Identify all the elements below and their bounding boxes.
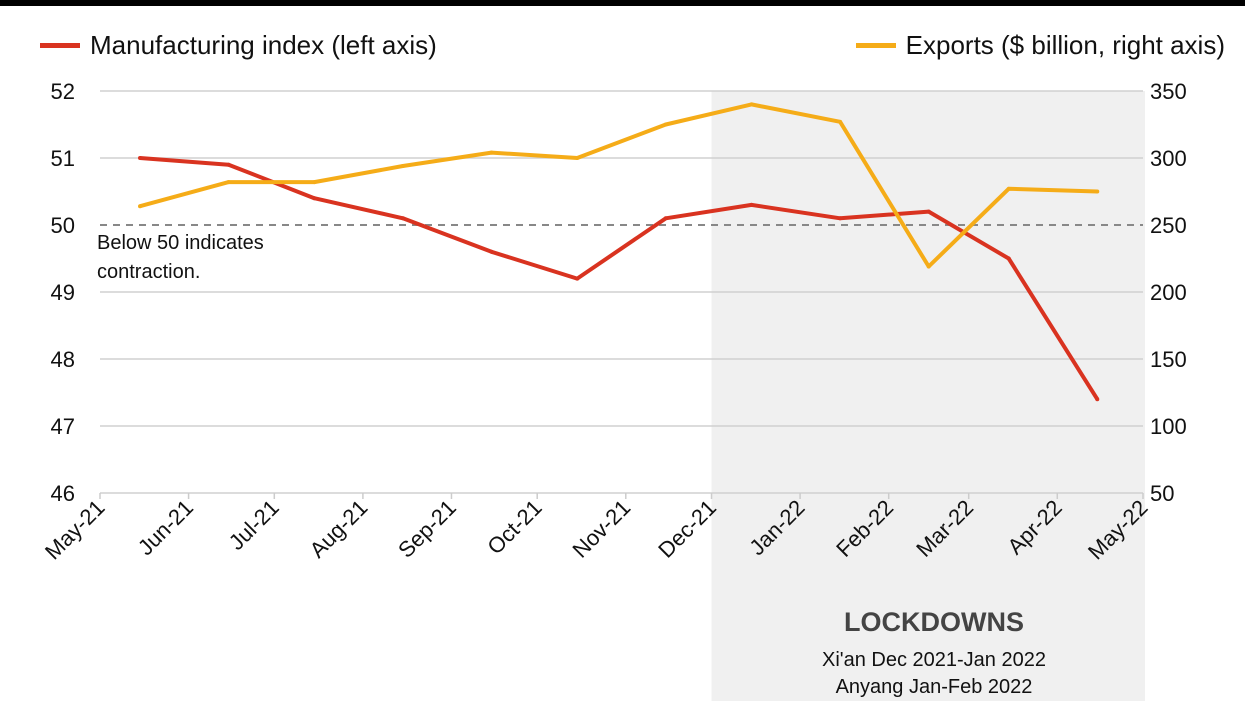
x-tick-label: Nov-21 <box>567 495 635 563</box>
y-right-tick-label: 250 <box>1150 213 1187 238</box>
legend-swatch-manufacturing <box>40 43 80 48</box>
legend-item-manufacturing: Manufacturing index (left axis) <box>40 30 437 61</box>
manufacturing-point <box>312 196 317 201</box>
exports-point <box>226 180 231 185</box>
exports-line <box>139 102 1098 269</box>
y-left-tick-label: 51 <box>51 146 75 171</box>
exports-point <box>838 119 843 124</box>
lockdowns-line-1: Xi'an Dec 2021-Jan 2022 <box>822 649 1046 671</box>
x-tick-label: Dec-21 <box>653 495 721 563</box>
x-tick-label: Aug-21 <box>305 495 373 563</box>
top-bar <box>0 0 1245 6</box>
reference-note-line-2: contraction. <box>97 261 200 283</box>
manufacturing-point <box>575 276 580 281</box>
y-right-tick-label: 100 <box>1150 414 1187 439</box>
manufacturing-point <box>1095 397 1100 402</box>
manufacturing-point <box>926 209 931 214</box>
legend-label-exports: Exports ($ billion, right axis) <box>905 30 1225 60</box>
y-left-tick-label: 52 <box>51 79 75 104</box>
exports-point <box>1006 186 1011 191</box>
exports-point <box>489 150 494 155</box>
exports-point <box>663 122 668 127</box>
exports-point <box>1095 189 1100 194</box>
manufacturing-line <box>139 156 1099 401</box>
y-right-tick-label: 200 <box>1150 280 1187 305</box>
reference-note-line-1: Below 50 indicates <box>97 232 264 254</box>
exports-point <box>400 164 405 169</box>
x-tick-label: Jun-21 <box>133 495 198 560</box>
manufacturing-point <box>663 216 668 221</box>
manufacturing-point <box>138 156 143 160</box>
exports-point <box>926 264 931 269</box>
legend-label-manufacturing: Manufacturing index (left axis) <box>90 30 437 60</box>
y-right-tick-label: 350 <box>1150 79 1187 104</box>
manufacturing-point <box>838 216 843 221</box>
y-right-tick-label: 150 <box>1150 347 1187 372</box>
y-left-tick-label: 46 <box>51 481 75 506</box>
y-left-tick-label: 49 <box>51 280 75 305</box>
x-tick-label: Jul-21 <box>224 495 284 555</box>
exports-point <box>575 156 580 160</box>
exports-point <box>138 204 143 209</box>
y-right-tick-label: 300 <box>1150 146 1187 171</box>
legend-swatch-exports <box>855 43 896 48</box>
y-left-tick-label: 50 <box>51 213 75 238</box>
x-tick-label: Sep-21 <box>393 495 461 563</box>
y-left-tick-label: 47 <box>51 414 75 439</box>
manufacturing-point <box>226 162 231 167</box>
legend-item-exports: Exports ($ billion, right axis) <box>855 30 1225 61</box>
manufacturing-point <box>1006 256 1011 261</box>
lockdowns-line-2: Anyang Jan-Feb 2022 <box>836 676 1033 698</box>
y-right-tick-label: 50 <box>1150 481 1174 506</box>
manufacturing-point <box>489 249 494 254</box>
x-tick-label: Oct-21 <box>482 495 546 559</box>
lockdowns-title: LOCKDOWNS <box>844 607 1024 637</box>
manufacturing-point <box>400 216 405 221</box>
exports-point <box>312 180 317 185</box>
exports-point <box>749 102 754 107</box>
y-left-tick-label: 48 <box>51 347 75 372</box>
manufacturing-point <box>749 202 754 207</box>
